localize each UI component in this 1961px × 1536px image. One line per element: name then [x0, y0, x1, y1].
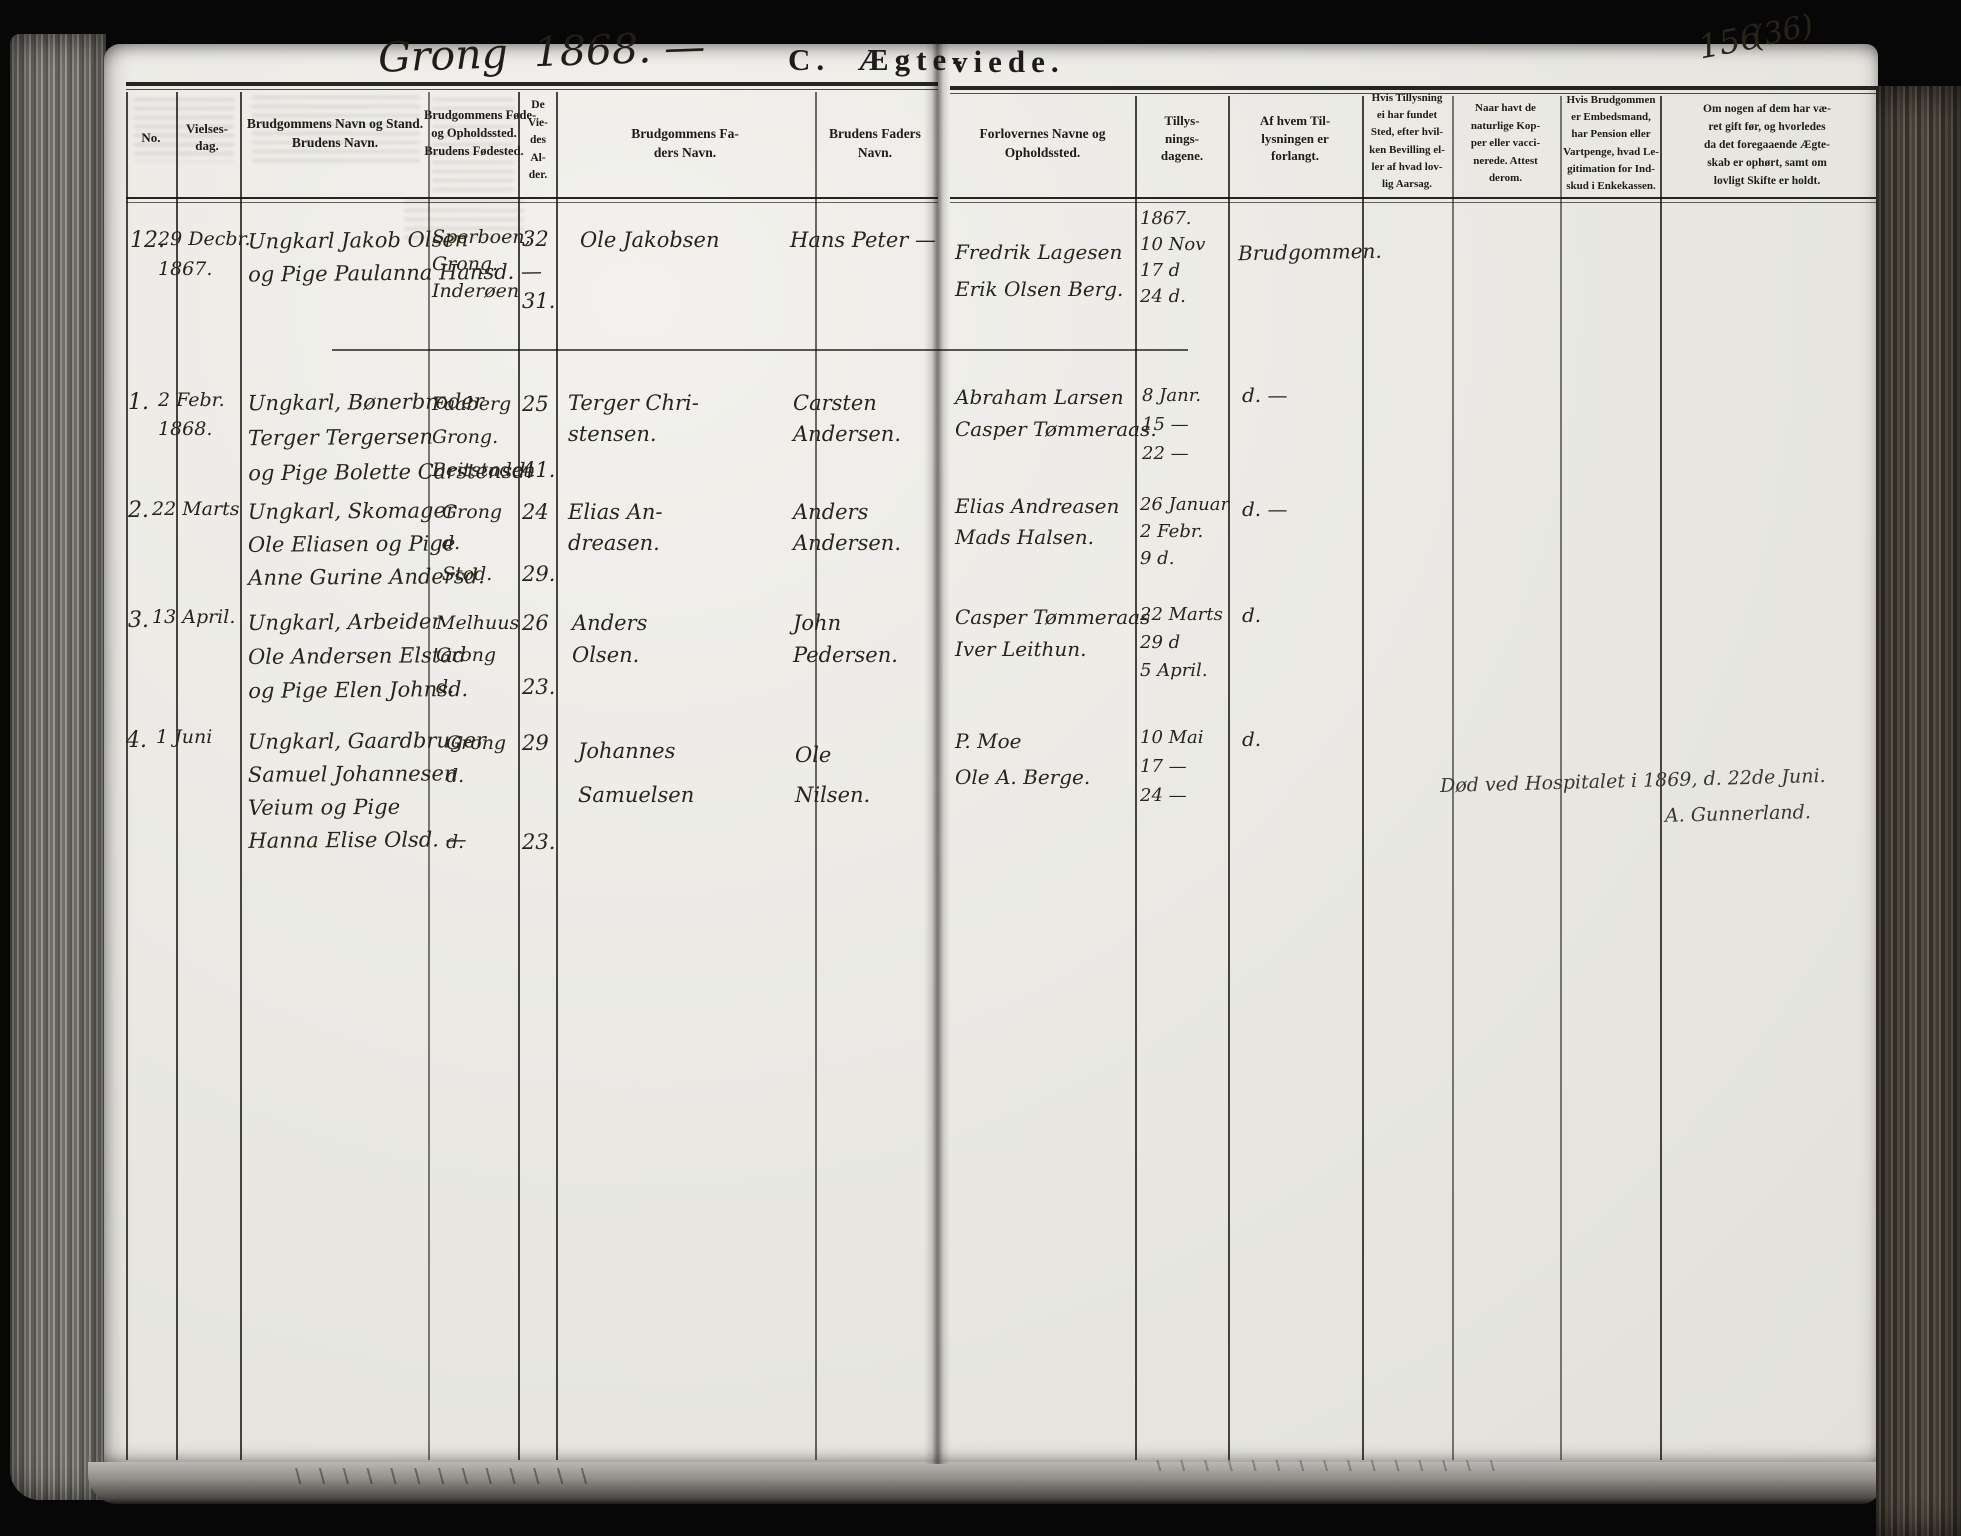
entry-banns-days: 8 Janr. 15 — 22 — [1142, 385, 1202, 464]
column-header-age: De Vie- des Al- der. [527, 99, 548, 181]
table-column-line [176, 92, 178, 1460]
entry-no: 12. [130, 228, 165, 253]
table-column-line [1452, 96, 1454, 1460]
entry-no: 2. [128, 498, 149, 523]
entry-groom-father: Anders Olsen. [572, 611, 648, 667]
column-header-official: Hvis Brudgommen er Embedsmand, har Pensi… [1563, 94, 1659, 193]
entry-witnesses: Casper Tømmeraas Iver Leithun. [955, 605, 1151, 661]
entry-bride-father: John Pedersen. [793, 611, 898, 667]
table-column-line [428, 92, 430, 1460]
entry-no: 1. [128, 390, 149, 415]
entry-ages: 24 29. [522, 500, 556, 586]
entry-ages: 32 31. [522, 227, 556, 313]
table-column-line [1362, 96, 1364, 1460]
entry-bride-father: Ole Nilsen. [795, 743, 871, 807]
title-rule-left-thin [126, 89, 938, 90]
entry-birthplace: Grong d. d. [446, 732, 507, 853]
entry-ages: 29 23. [522, 731, 556, 854]
entry-date: 2 Febr. 1868. [158, 389, 225, 440]
table-column-line [556, 92, 558, 1460]
column-header-smallpox: Naar havt de naturlige Kop- per eller va… [1470, 102, 1541, 184]
entry-groom-father: Terger Chri- stensen. [568, 391, 699, 446]
right-fore-edge-texture [1876, 86, 1961, 1536]
entry-requested-by: d. [1242, 603, 1262, 627]
entry-witnesses: Fredrik Lagesen Erik Olsen Berg. [955, 240, 1124, 301]
column-header-birthplace: Brudgommens Føde- og Opholdssted. Bruden… [424, 108, 537, 158]
column-header-witnesses: Forlovernes Navne og Opholdssted. [979, 126, 1106, 160]
year-separator-rule [332, 349, 1188, 351]
page-title-printed-right: viede. [952, 44, 1065, 79]
entry-bride-father: Carsten Andersen. [793, 391, 902, 446]
header-rule-right-thin [950, 202, 1876, 203]
entry-birthplace: Grong d. Stod. [442, 501, 503, 585]
entry-date: 29 Decbr. 1867. [158, 228, 251, 280]
title-rule-left [126, 82, 938, 86]
column-header-wedding-day: Vielses- dag. [185, 121, 229, 153]
entry-banns-days: 26 Januar 2 Febr. 9 d. [1140, 494, 1230, 569]
bottom-edge-marks [290, 1468, 590, 1484]
entry-ages: 26 23. [522, 611, 556, 699]
title-rule-right [950, 86, 1876, 90]
entry-bride-father: Anders Andersen. [793, 500, 902, 555]
column-header-bride-father: Brudens Faders Navn. [829, 126, 921, 160]
entry-requested-by: Brudgommen. [1237, 238, 1382, 266]
entry-date: 1 Juni [156, 726, 213, 748]
entry-ages: 25 41. [522, 392, 556, 482]
bleedthrough-smudge [404, 200, 524, 240]
entry-groom-father: Ole Jakobsen [580, 228, 720, 252]
table-column-line [815, 92, 817, 1460]
entry-requested-by: d. [1242, 727, 1262, 751]
entry-witnesses: P. Moe Ole A. Berge. [955, 729, 1091, 789]
entry-witnesses: Elias Andreasen Mads Halsen. [955, 494, 1120, 549]
entry-banns-days: 10 Mai 17 — 24 — [1140, 727, 1204, 806]
column-header-banns-days: Tillys- nings- dagene. [1160, 113, 1204, 163]
entry-birthplace: Sperboen, Grong. Inderøen [432, 226, 531, 302]
entry-banns-days: 22 Marts 29 d 5 April. [1140, 604, 1223, 681]
column-header-names: Brudgommens Navn og Stand. Brudens Navn. [246, 116, 424, 150]
bleedthrough-smudge [252, 96, 420, 168]
header-rule-left [126, 197, 938, 199]
bleedthrough-smudge [432, 98, 514, 194]
entry-witnesses: Abraham Larsen Casper Tømmeraas. [955, 385, 1157, 441]
entry-date: 13 April. [152, 606, 236, 628]
table-column-line [1660, 96, 1662, 1460]
table-column-line [518, 92, 520, 1460]
table-column-line [240, 92, 242, 1460]
entry-birthplace: Melhuus Grong d. [436, 612, 520, 698]
table-column-line [1560, 96, 1562, 1460]
entry-no: 4. [126, 728, 147, 753]
bottom-edge-marks [1150, 1460, 1510, 1471]
column-header-no-banns-reason: Hvis Tillysning ei har fundet Sted, efte… [1369, 92, 1445, 191]
entry-date: 22 Marts [152, 498, 240, 520]
table-column-line [1135, 96, 1137, 1460]
bottom-page-edge [88, 1462, 1880, 1504]
header-rule-right [950, 197, 1876, 199]
header-rule-left-thin [126, 202, 938, 203]
entry-bride-father: Hans Peter — [790, 228, 937, 252]
gutter-shadow [924, 44, 950, 1464]
column-header-groom-father: Brudgommens Fa- ders Navn. [631, 126, 739, 160]
entry-no: 3. [128, 608, 149, 633]
column-header-no: No. [141, 130, 161, 145]
entry-requested-by: d. — [1242, 383, 1288, 407]
entry-birthplace: Faaberg Grong. Beitstaden [432, 393, 536, 481]
entry-requested-by: d. — [1242, 497, 1288, 521]
entry-groom-father: Johannes Samuelsen [578, 739, 695, 807]
table-column-line [1228, 96, 1230, 1460]
title-rule-right-thin [950, 93, 1876, 94]
bleedthrough-smudge [134, 98, 234, 162]
book-spread-paper [104, 44, 1878, 1464]
column-header-banns-requested-by: Af hvem Til- lysningen er forlangt. [1259, 113, 1331, 163]
table-column-line [126, 92, 128, 1460]
column-header-previous-marriage: Om nogen af dem har væ- ret gift før, og… [1703, 103, 1831, 187]
page-title-printed-left: C. Ægte- [788, 42, 969, 77]
entry-groom-father: Elias An- dreasen. [568, 500, 663, 555]
left-page-edge-texture [10, 34, 106, 1500]
entry-margin-note-signature: A. Gunnerland. [1664, 801, 1812, 827]
entry-banns-days: 1867. 10 Nov 17 d 24 d. [1140, 208, 1206, 307]
